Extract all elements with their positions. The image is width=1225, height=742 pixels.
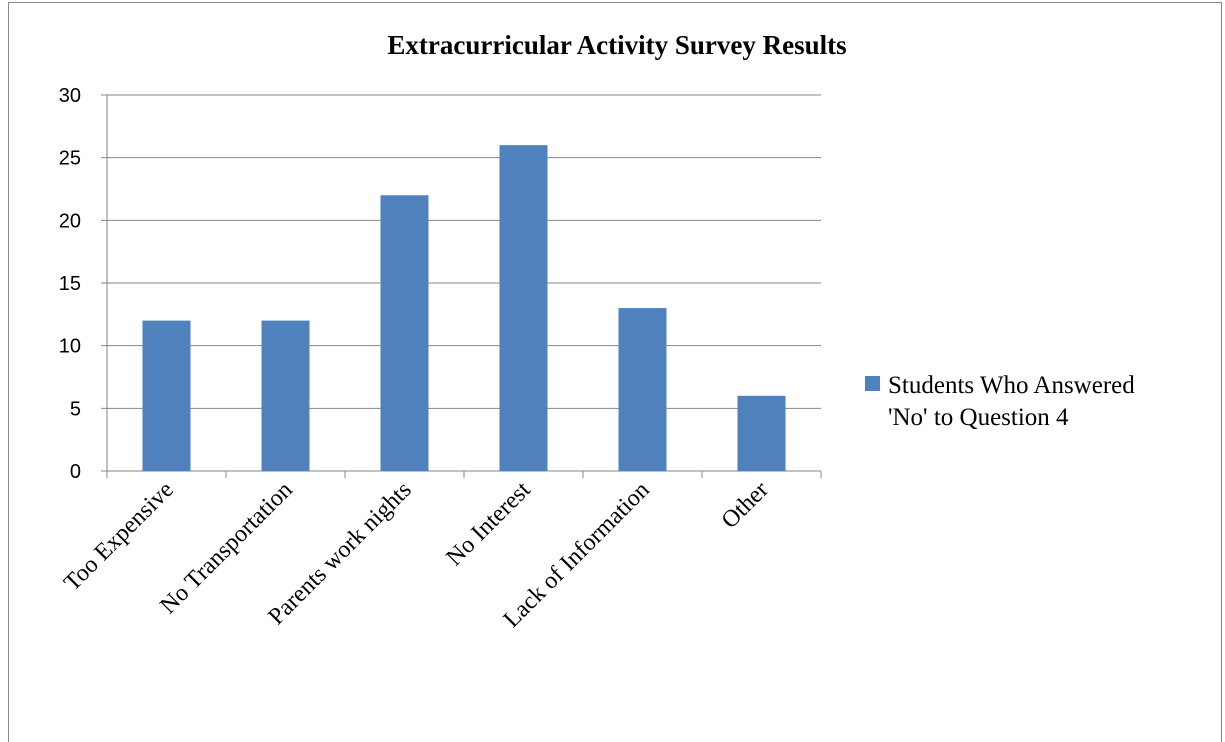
x-tick-label-3: No Interest	[441, 477, 535, 571]
legend: Students Who Answered 'No' to Question 4	[865, 372, 1135, 431]
y-tick-label-25: 25	[59, 148, 81, 170]
x-tick-label-5: Other	[717, 477, 774, 534]
y-tick-label-20: 20	[59, 210, 81, 232]
y-tick-label-15: 15	[59, 273, 81, 295]
legend-label-line-2: 'No' to Question 4	[888, 404, 1069, 431]
x-tick-label-0: Too Expensive	[59, 477, 178, 596]
bar-5	[737, 395, 786, 471]
y-tick-label-10: 10	[59, 336, 81, 358]
y-tick-labels: 0 5 10 15 20 25 30	[59, 85, 81, 483]
legend-label-line-1: Students Who Answered	[888, 372, 1135, 399]
y-tick-label-30: 30	[59, 85, 81, 107]
bar-0	[142, 320, 191, 471]
bar-1	[261, 320, 310, 471]
chart-frame	[8, 2, 1222, 742]
bar-2	[380, 195, 429, 471]
bars	[142, 145, 786, 471]
bar-3	[499, 145, 548, 471]
gridlines	[107, 94, 821, 409]
chart-title: Extracurricular Activity Survey Results	[387, 30, 846, 60]
legend-swatch	[865, 376, 880, 391]
axes	[101, 94, 822, 478]
y-tick-label-0: 0	[70, 461, 81, 483]
y-tick-label-5: 5	[70, 398, 81, 420]
bar-4	[618, 308, 667, 471]
